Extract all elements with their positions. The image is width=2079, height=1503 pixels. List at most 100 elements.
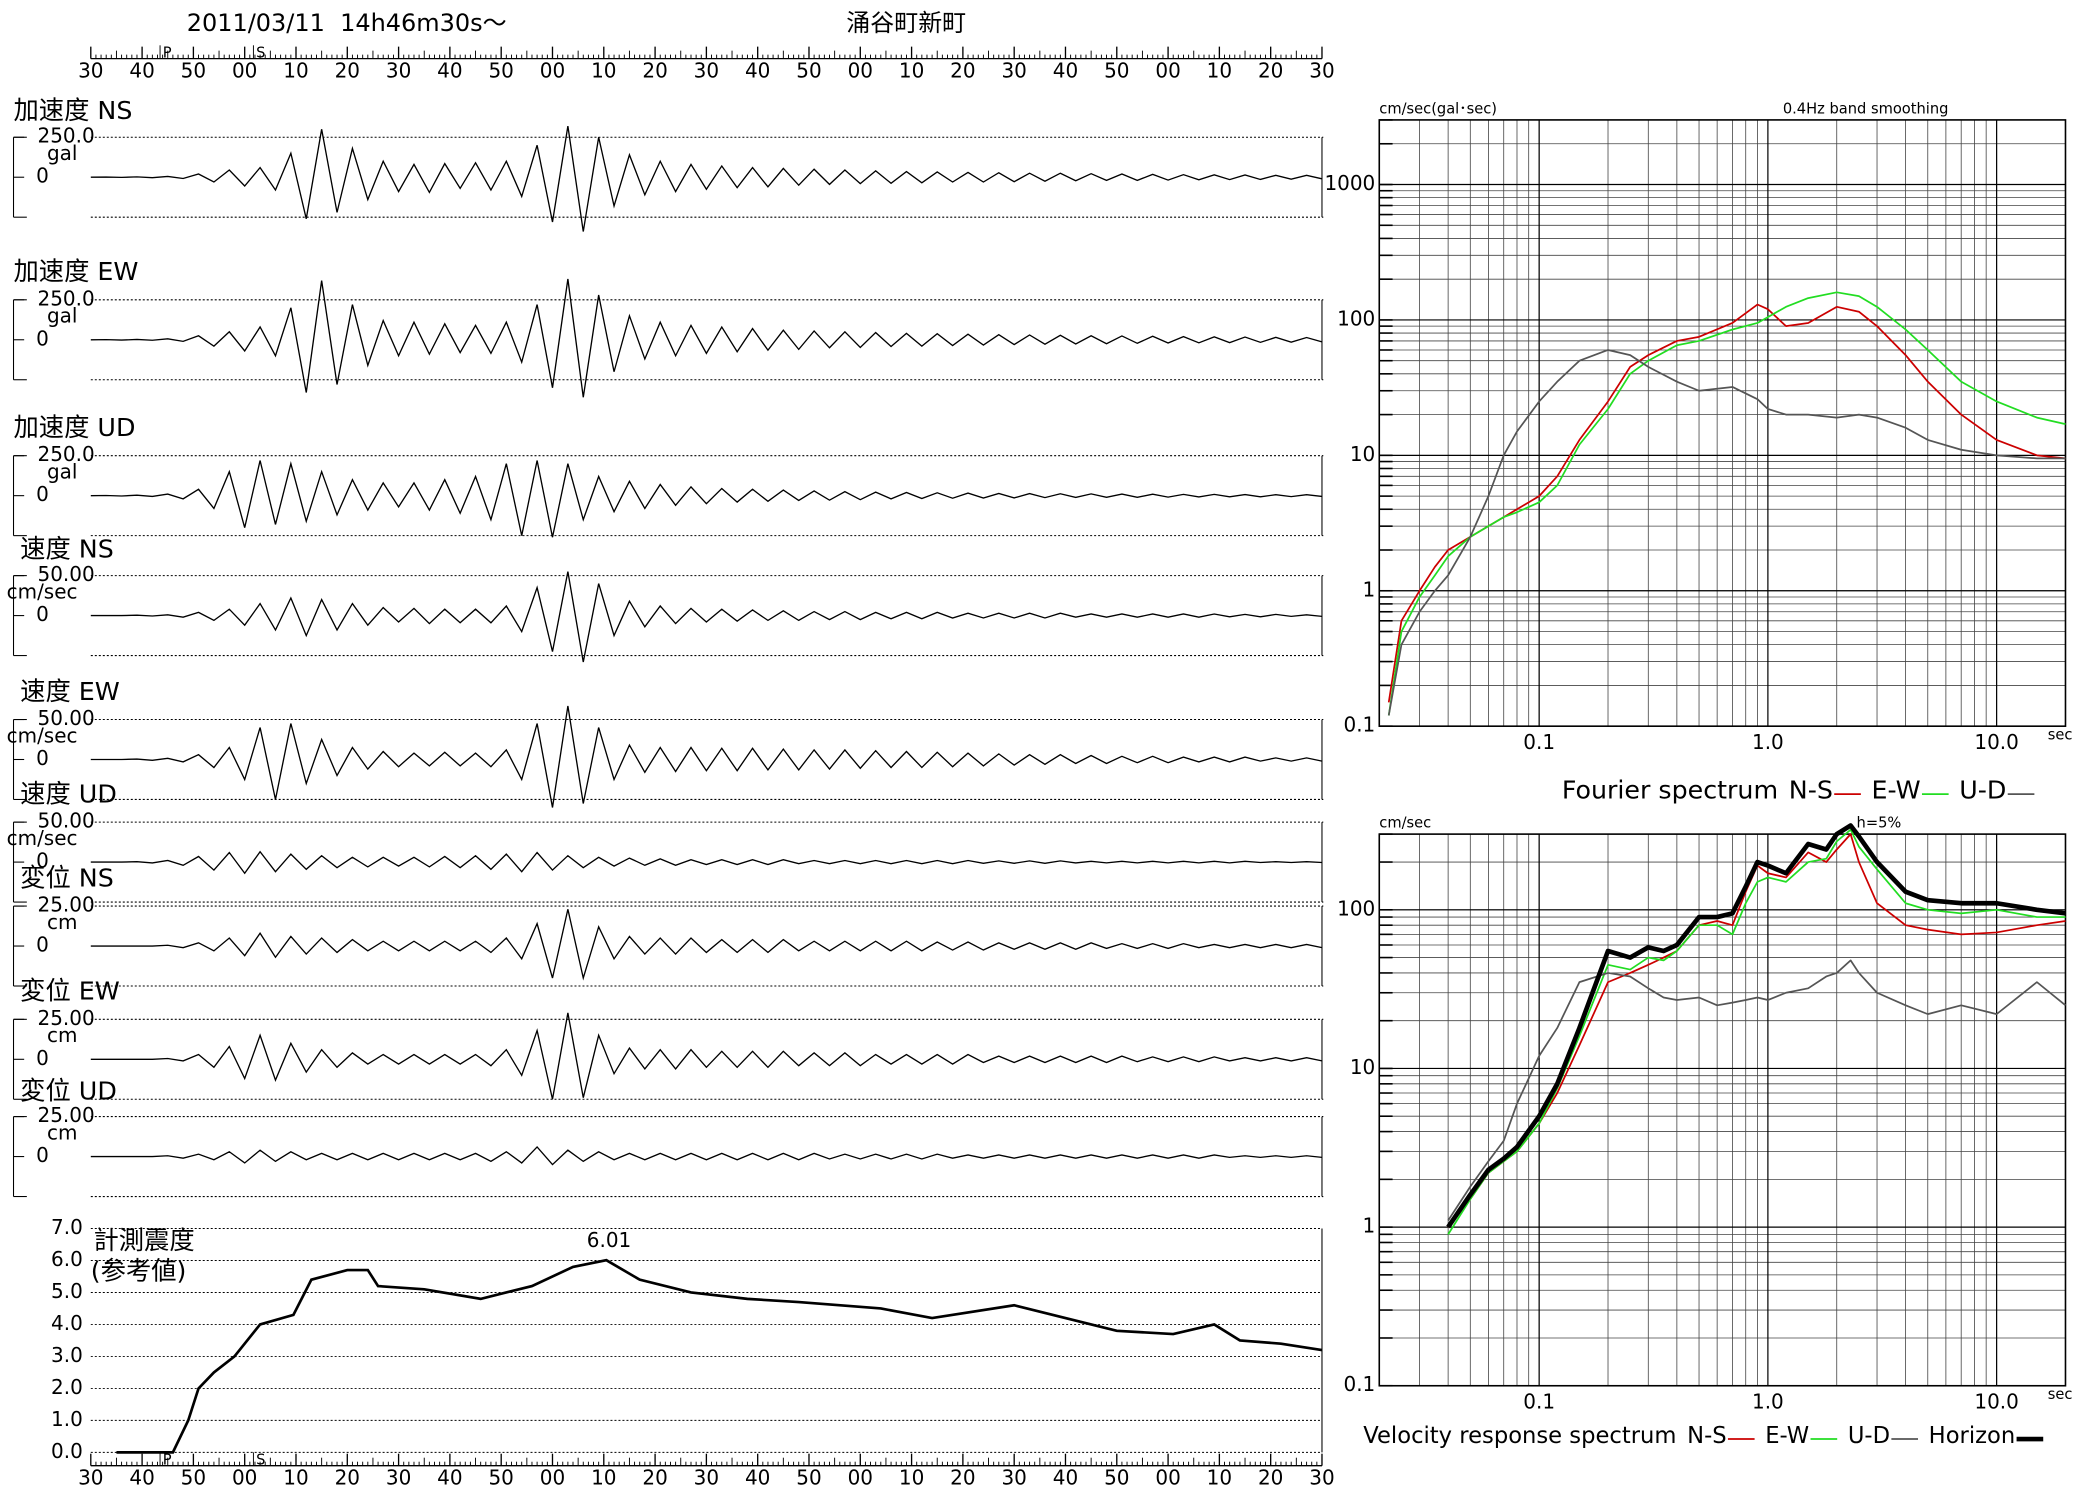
panel-unit: cm/sec bbox=[7, 826, 78, 850]
waveform bbox=[90, 1145, 1323, 1166]
x-tick-label: 1.0 bbox=[1752, 1390, 1784, 1414]
y-tick-label: 0 bbox=[36, 326, 49, 350]
phase-marker-label: S bbox=[256, 1451, 265, 1468]
time-tick-label: 20 bbox=[950, 58, 975, 82]
y-axis-label: cm/sec(gal･sec) bbox=[1379, 100, 1497, 117]
intensity-title: 計測震度 bbox=[93, 1226, 194, 1255]
x-axis-label: sec bbox=[2048, 727, 2073, 744]
time-tick-label: 10 bbox=[283, 1466, 308, 1490]
y-tick-label: 0 bbox=[36, 1143, 49, 1167]
waveform bbox=[90, 460, 1323, 538]
time-tick-label: 00 bbox=[848, 1466, 873, 1490]
time-tick-label: 30 bbox=[386, 58, 411, 82]
time-tick-label: 30 bbox=[1309, 1466, 1334, 1490]
y-tick-label: 25.00 bbox=[38, 1103, 95, 1127]
time-tick-label: 00 bbox=[232, 58, 257, 82]
x-axis-label: sec bbox=[2048, 1386, 2073, 1403]
time-tick-label: 20 bbox=[335, 58, 360, 82]
x-tick-label: 1.0 bbox=[1752, 730, 1784, 754]
spectrum-line bbox=[1447, 959, 2067, 1222]
time-tick-label: 00 bbox=[1155, 58, 1180, 82]
time-tick-label: 20 bbox=[335, 1466, 360, 1490]
time-tick-label: 20 bbox=[1258, 58, 1283, 82]
x-tick-label: 10.0 bbox=[1974, 1390, 2018, 1414]
legend-title: Fourier spectrum bbox=[1562, 775, 1778, 804]
time-tick-label: 30 bbox=[386, 1466, 411, 1490]
legend-label: N-S bbox=[1687, 1423, 1726, 1449]
y-tick-label: 10 bbox=[1350, 1055, 1375, 1079]
record-date: 2011/03/11 14h46m30s〜 bbox=[187, 9, 507, 37]
time-tick-label: 20 bbox=[642, 58, 667, 82]
panel-title: 変位 UD bbox=[20, 1077, 117, 1106]
time-tick-label: 50 bbox=[796, 1466, 821, 1490]
y-tick-label: 25.00 bbox=[38, 893, 95, 917]
waveform bbox=[90, 909, 1323, 981]
y-tick-label: 0.0 bbox=[51, 1439, 83, 1463]
spectrum-line bbox=[1387, 291, 2066, 716]
time-tick-label: 00 bbox=[1155, 1466, 1180, 1490]
time-tick-label: 30 bbox=[694, 1466, 719, 1490]
time-tick-label: 40 bbox=[129, 58, 154, 82]
time-tick-label: 10 bbox=[591, 1466, 616, 1490]
y-tick-label: 0 bbox=[36, 849, 49, 873]
y-tick-label: 0 bbox=[36, 602, 49, 626]
panel-unit: cm bbox=[47, 1120, 77, 1144]
time-tick-label: 50 bbox=[488, 1466, 513, 1490]
time-tick-label: 10 bbox=[899, 1466, 924, 1490]
time-tick-label: 40 bbox=[745, 1466, 770, 1490]
time-tick-label: 30 bbox=[694, 58, 719, 82]
time-tick-label: 10 bbox=[591, 58, 616, 82]
peak-label: 6.01 bbox=[587, 1228, 631, 1252]
waveform bbox=[90, 850, 1323, 875]
y-tick-label: 50.00 bbox=[38, 562, 95, 586]
panel-unit: gal bbox=[47, 304, 77, 328]
time-tick-label: 30 bbox=[78, 58, 103, 82]
y-tick-label: 50.00 bbox=[38, 706, 95, 730]
y-tick-label: 25.00 bbox=[38, 1006, 95, 1030]
legend-label: U-D bbox=[1848, 1423, 1890, 1449]
y-tick-label: 0 bbox=[36, 1046, 49, 1070]
time-tick-label: 40 bbox=[1053, 58, 1078, 82]
y-tick-label: 0 bbox=[36, 746, 49, 770]
time-tick-label: 50 bbox=[488, 58, 513, 82]
x-tick-label: 0.1 bbox=[1523, 730, 1555, 754]
time-tick-label: 20 bbox=[950, 1466, 975, 1490]
y-tick-label: 250.0 bbox=[38, 286, 95, 310]
y-tick-label: 1.0 bbox=[51, 1407, 83, 1431]
spectrum-line bbox=[1447, 828, 2066, 1235]
y-tick-label: 0 bbox=[36, 164, 49, 188]
phase-marker-label: P bbox=[163, 1451, 172, 1468]
panel-title: 加速度 UD bbox=[14, 413, 136, 442]
waveform bbox=[90, 571, 1323, 663]
time-tick-label: 30 bbox=[1001, 1466, 1026, 1490]
time-tick-label: 10 bbox=[1207, 58, 1232, 82]
panel-title: 速度 NS bbox=[20, 534, 114, 563]
y-tick-label: 5.0 bbox=[51, 1279, 83, 1303]
y-axis-label: cm/sec bbox=[1379, 814, 1431, 831]
time-tick-label: 50 bbox=[181, 1466, 206, 1490]
panel-title: 速度 UD bbox=[20, 779, 117, 808]
time-tick-label: 20 bbox=[642, 1466, 667, 1490]
y-tick-label: 0.1 bbox=[1344, 1372, 1376, 1396]
time-tick-label: 00 bbox=[540, 1466, 565, 1490]
time-tick-label: 30 bbox=[78, 1466, 103, 1490]
y-tick-label: 2.0 bbox=[51, 1375, 83, 1399]
time-tick-label: 40 bbox=[437, 1466, 462, 1490]
intensity-line bbox=[116, 1258, 1323, 1454]
intensity-subtitle: (参考値) bbox=[91, 1256, 187, 1285]
panel-unit: cm bbox=[47, 1023, 77, 1047]
y-tick-label: 1 bbox=[1363, 1214, 1376, 1238]
y-tick-label: 0.1 bbox=[1344, 713, 1376, 737]
panel-unit: cm/sec bbox=[7, 723, 78, 747]
legend-label: E-W bbox=[1872, 775, 1921, 804]
y-tick-label: 100 bbox=[1337, 896, 1375, 920]
time-tick-label: 50 bbox=[1104, 1466, 1129, 1490]
time-tick-label: 30 bbox=[1001, 58, 1026, 82]
panel-title: 変位 NS bbox=[20, 863, 114, 892]
time-tick-label: 30 bbox=[1309, 58, 1334, 82]
y-tick-label: 0 bbox=[36, 482, 49, 506]
time-tick-label: 00 bbox=[848, 58, 873, 82]
waveform bbox=[90, 125, 1323, 232]
panel-unit: gal bbox=[47, 460, 77, 484]
